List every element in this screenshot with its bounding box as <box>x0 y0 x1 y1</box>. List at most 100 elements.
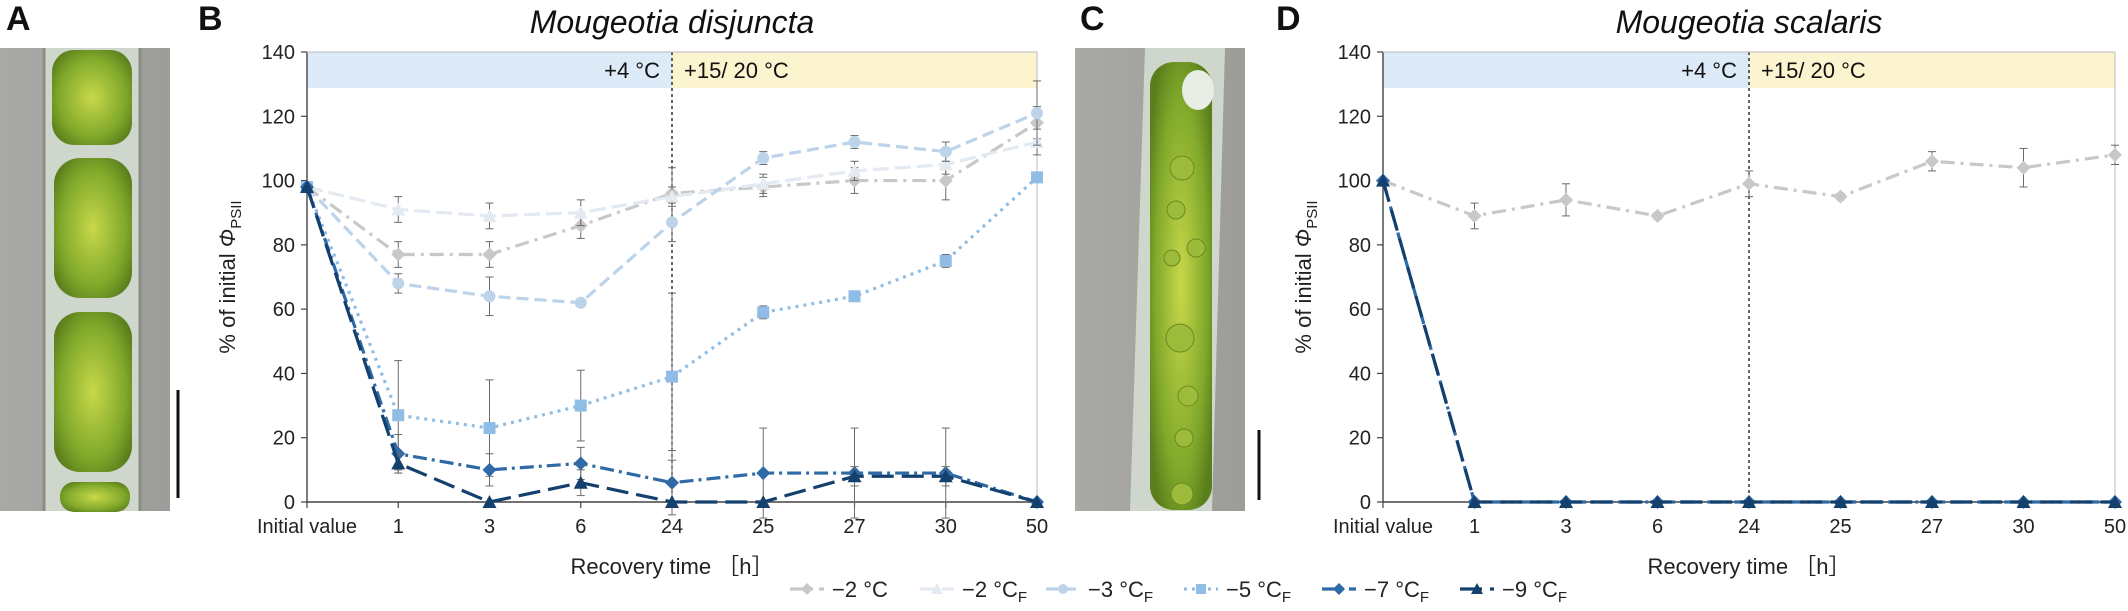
data-point <box>938 157 953 171</box>
legend-swatch-marker <box>1471 583 1483 594</box>
x-tick-label: 25 <box>752 516 774 538</box>
phase-band <box>672 52 1037 88</box>
chart-title: Mougeotia scalaris <box>1616 4 1883 40</box>
x-tick-label: 1 <box>393 516 404 538</box>
y-tick-label: 0 <box>284 492 295 514</box>
legend-item: −7 °CF <box>1322 577 1429 606</box>
data-point <box>756 466 771 481</box>
data-point <box>2108 495 2122 508</box>
legend-swatch-marker <box>1196 584 1206 594</box>
data-point <box>391 247 406 262</box>
data-point <box>756 176 771 190</box>
data-point <box>1742 176 1756 191</box>
data-point <box>1031 107 1043 120</box>
y-tick-label: 120 <box>1338 106 1371 128</box>
data-point <box>665 475 679 490</box>
x-tick-label: Initial value <box>1333 516 1433 538</box>
data-point <box>482 208 497 222</box>
x-tick-label: 3 <box>484 516 495 538</box>
y-axis-title: % of initial ΦPSII <box>1291 200 1321 353</box>
data-point <box>1833 495 1848 508</box>
legend-swatch-marker <box>1058 584 1068 594</box>
data-point <box>483 290 496 303</box>
data-point <box>1467 208 1482 223</box>
micrograph-c <box>1075 48 1261 511</box>
phase-band <box>307 52 672 88</box>
data-point <box>482 495 497 508</box>
data-point <box>756 495 771 508</box>
data-point <box>1833 189 1848 204</box>
data-point <box>757 152 770 165</box>
chart-mougeotia-scalaris: Mougeotia scalaris +4 °C +15/ 20 °C 0 20 40 60… <box>1291 4 2126 579</box>
data-point <box>1650 495 1665 508</box>
x-tick-label: 1 <box>1469 516 1480 538</box>
series <box>1376 144 2122 230</box>
y-tick-label: 80 <box>273 235 295 257</box>
series <box>300 180 1044 508</box>
y-tick-label: 140 <box>262 42 295 64</box>
x-tick-label: 50 <box>1026 516 1048 538</box>
data-point <box>573 475 588 489</box>
data-point <box>1559 192 1573 207</box>
series <box>300 128 1044 230</box>
legend-swatch-marker <box>931 583 943 594</box>
data-point <box>1030 495 1044 508</box>
phase-band <box>1749 52 2115 88</box>
x-tick-label: 3 <box>1560 516 1571 538</box>
x-tick-label: 6 <box>1652 516 1663 538</box>
data-point <box>938 469 953 483</box>
data-point <box>391 456 406 470</box>
series-line <box>306 140 1038 218</box>
x-axis-title: Recovery time ［h］ <box>1648 554 1851 579</box>
y-tick-label: 100 <box>1338 171 1371 193</box>
phase-band <box>1383 52 1749 88</box>
legend-item: −2 °CF <box>920 577 1027 606</box>
x-tick-label: 50 <box>2104 516 2126 538</box>
data-point <box>847 163 862 177</box>
panel-letter-a: A <box>6 0 31 38</box>
x-tick-label: 27 <box>843 516 865 538</box>
data-point <box>392 277 405 290</box>
x-tick-label: 25 <box>1829 516 1851 538</box>
y-axis-title: % of initial ΦPSII <box>215 200 245 353</box>
data-point <box>1559 495 1573 508</box>
legend-item: −5 °CF <box>1184 577 1291 606</box>
data-point <box>483 422 496 435</box>
data-point <box>938 173 953 188</box>
data-point <box>2016 160 2031 175</box>
data-point <box>939 254 952 267</box>
chart-title: Mougeotia disjuncta <box>530 4 815 40</box>
data-point <box>300 180 314 193</box>
y-tick-label: 80 <box>1349 235 1371 257</box>
data-point <box>1031 171 1043 184</box>
data-point <box>573 205 588 219</box>
data-point <box>574 399 587 412</box>
data-point <box>2016 495 2031 508</box>
legend-item: −2 °C <box>790 577 888 602</box>
legend-label: −3 °CF <box>1088 577 1153 606</box>
data-point <box>1467 495 1482 508</box>
y-tick-label: 140 <box>1338 42 1371 64</box>
phase-label: +15/ 20 °C <box>1761 58 1866 83</box>
data-point <box>482 462 497 477</box>
x-tick-label: Initial value <box>257 516 357 538</box>
y-tick-label: 60 <box>273 299 295 321</box>
data-point <box>848 136 861 148</box>
y-tick-label: 120 <box>262 106 295 128</box>
legend-swatch-marker <box>801 583 813 595</box>
x-tick-label: 6 <box>575 516 586 538</box>
data-point <box>2108 147 2122 162</box>
legend-swatch-marker <box>1333 583 1345 595</box>
x-tick-label: 27 <box>1921 516 1943 538</box>
phase-label: +4 °C <box>604 58 660 83</box>
legend-label: −2 °CF <box>962 577 1027 606</box>
data-point <box>391 202 406 216</box>
data-point <box>1742 495 1756 508</box>
data-point <box>1650 208 1665 223</box>
y-tick-label: 60 <box>1349 299 1371 321</box>
phase-label: +15/ 20 °C <box>684 58 789 83</box>
data-point <box>573 456 588 471</box>
data-point <box>482 247 497 262</box>
legend-item: −9 °CF <box>1460 577 1567 606</box>
